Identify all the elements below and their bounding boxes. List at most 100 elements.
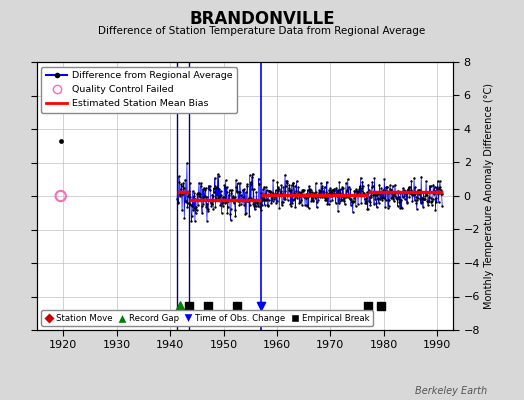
Point — [435, 186, 443, 192]
Point — [282, 178, 290, 184]
Point — [239, 202, 248, 208]
Point — [268, 193, 276, 200]
Point — [275, 204, 283, 211]
Point — [251, 198, 259, 205]
Point — [332, 200, 340, 206]
Point — [298, 187, 307, 193]
Point — [407, 177, 416, 184]
Point — [313, 199, 321, 205]
Point — [196, 183, 205, 190]
Point — [341, 201, 349, 208]
Point — [335, 179, 344, 185]
Point — [375, 200, 383, 206]
Point — [188, 202, 196, 209]
Point — [305, 188, 314, 195]
Point — [293, 195, 302, 202]
Point — [230, 198, 238, 204]
Point — [191, 196, 200, 202]
Point — [226, 217, 235, 224]
Point — [412, 194, 420, 200]
Point — [232, 183, 241, 190]
Point — [219, 194, 227, 200]
Point — [310, 191, 319, 197]
Point — [308, 189, 316, 196]
Point — [270, 192, 279, 199]
Point — [199, 186, 207, 192]
Point — [243, 181, 252, 187]
Point — [363, 206, 372, 212]
Point — [296, 193, 304, 199]
Point — [394, 203, 402, 210]
Point — [436, 187, 445, 193]
Point — [303, 187, 312, 193]
Point — [410, 197, 419, 204]
Point — [212, 195, 221, 202]
Point — [281, 171, 289, 178]
Point — [419, 188, 428, 195]
Point — [325, 187, 333, 193]
Point — [321, 197, 329, 203]
Point — [300, 187, 308, 193]
Point — [267, 189, 275, 196]
Point — [387, 187, 396, 194]
Point — [374, 195, 383, 201]
Point — [356, 183, 364, 189]
Point — [252, 189, 260, 196]
Point — [210, 185, 218, 192]
Point — [300, 192, 309, 198]
Point — [431, 188, 439, 194]
Point — [336, 186, 345, 192]
Point — [188, 213, 196, 219]
Point — [219, 199, 227, 205]
Point — [194, 202, 202, 208]
Point — [352, 203, 360, 210]
Point — [435, 185, 444, 191]
Point — [352, 186, 361, 192]
Point — [195, 191, 204, 198]
Point — [415, 187, 423, 194]
Point — [173, 189, 182, 195]
Point — [265, 187, 274, 194]
Point — [274, 179, 282, 185]
Point — [348, 209, 357, 215]
Point — [307, 187, 315, 194]
Point — [326, 192, 335, 199]
Point — [354, 200, 362, 207]
Point — [302, 191, 311, 197]
Point — [277, 182, 286, 188]
Point — [214, 195, 222, 201]
Point — [349, 199, 357, 206]
Point — [319, 188, 328, 194]
Point — [328, 197, 336, 203]
Point — [365, 187, 373, 194]
Point — [344, 184, 353, 190]
Point — [298, 202, 306, 208]
Point — [422, 178, 430, 184]
Point — [399, 185, 407, 191]
Point — [211, 175, 219, 181]
Point — [311, 192, 319, 199]
Point — [261, 190, 270, 197]
Point — [184, 190, 193, 197]
Point — [337, 196, 345, 202]
Point — [295, 200, 303, 206]
Point — [213, 192, 221, 198]
Point — [192, 207, 201, 214]
Point — [312, 180, 320, 186]
Point — [371, 190, 379, 196]
Point — [428, 198, 436, 204]
Point — [289, 180, 298, 186]
Point — [236, 188, 245, 195]
Point — [362, 198, 370, 204]
Point — [398, 188, 406, 195]
Point — [404, 189, 412, 195]
Point — [408, 198, 417, 204]
Point — [178, 207, 186, 214]
Point — [215, 193, 223, 200]
Point — [198, 203, 206, 210]
Point — [232, 177, 240, 183]
Point — [411, 184, 419, 190]
Point — [265, 196, 273, 203]
Point — [220, 194, 228, 200]
Point — [247, 195, 255, 201]
